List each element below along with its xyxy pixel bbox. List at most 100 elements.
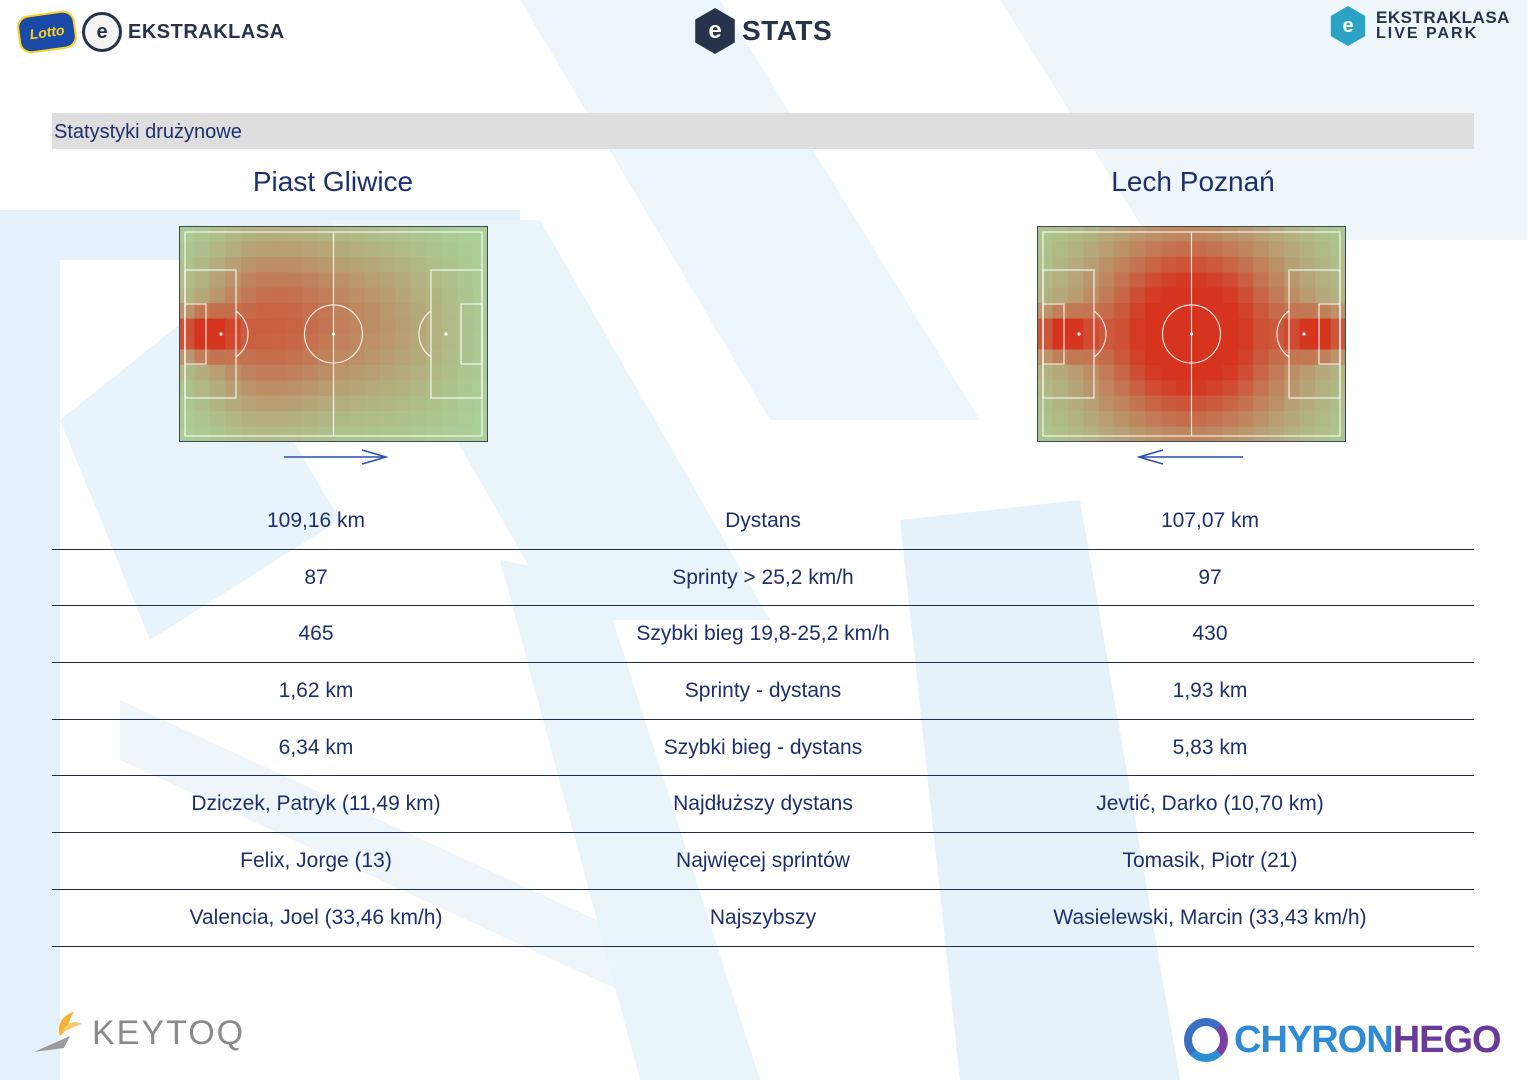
heatmap-cell bbox=[1222, 426, 1239, 443]
heatmap-cell bbox=[318, 256, 334, 273]
heatmap-cell bbox=[441, 226, 458, 242]
heatmap-cell bbox=[209, 334, 226, 350]
heatmap-cell bbox=[457, 364, 474, 381]
heatmap-cell bbox=[472, 226, 489, 242]
heatmap-cell bbox=[1284, 241, 1301, 258]
heatmap-cell bbox=[1299, 226, 1316, 242]
heatmap-cell bbox=[1237, 349, 1254, 366]
stat-row: 87 Sprinty > 25,2 km/h 97 bbox=[52, 550, 1474, 607]
heatmap-cell bbox=[333, 287, 350, 304]
heatmap-cell bbox=[1222, 364, 1239, 381]
heatmap-cell bbox=[1176, 364, 1192, 381]
heatmap-cell bbox=[1067, 334, 1084, 350]
stat-label: Sprinty - dystans bbox=[684, 678, 842, 702]
heatmap-cell bbox=[472, 349, 489, 366]
heatmap-cell bbox=[395, 349, 412, 366]
heatmap-cell bbox=[379, 380, 396, 397]
heatmap-cell bbox=[287, 334, 304, 350]
heatmap-cell bbox=[1206, 349, 1223, 366]
heatmap-cell bbox=[1253, 303, 1270, 320]
heatmap-cell bbox=[1237, 303, 1254, 320]
heatmap-cell bbox=[302, 256, 319, 273]
heatmap-cell bbox=[179, 380, 195, 397]
live-park-line1: EKSTRAKLASA bbox=[1376, 8, 1510, 27]
heatmap-cell bbox=[209, 426, 226, 443]
heatmap-cell bbox=[1191, 287, 1208, 304]
heatmap-cell bbox=[256, 380, 273, 397]
heatmap-cell bbox=[179, 287, 195, 304]
heatmap-cell bbox=[1037, 395, 1053, 412]
heatmap-cell bbox=[1284, 318, 1301, 335]
chyronhego-logo: CHYRONHEGO bbox=[1184, 1018, 1502, 1062]
heatmap-cell bbox=[194, 303, 211, 320]
heatmap-cell bbox=[1191, 272, 1208, 289]
heatmap-cell bbox=[194, 364, 211, 381]
heatmap-cell bbox=[410, 364, 427, 381]
heatmap-cell bbox=[1330, 380, 1347, 397]
heatmap-cell bbox=[1253, 256, 1270, 273]
heatmap-cell bbox=[1206, 364, 1223, 381]
heatmap-cell bbox=[364, 272, 381, 289]
heatmap-cell bbox=[240, 364, 257, 381]
heatmap-cell bbox=[1067, 287, 1084, 304]
heatmap-cell bbox=[271, 256, 288, 273]
heatmap-cell bbox=[1284, 364, 1301, 381]
heatmap-cell bbox=[194, 318, 211, 335]
heatmap-cell bbox=[426, 226, 443, 242]
heatmap-cell bbox=[395, 364, 412, 381]
heatmap-cell bbox=[1206, 256, 1223, 273]
heatmap-cell bbox=[1052, 256, 1069, 273]
heatmap-cell bbox=[1067, 349, 1084, 366]
heatmap-cell bbox=[1268, 380, 1285, 397]
heatmap-cell bbox=[364, 256, 381, 273]
heatmap-cell bbox=[1052, 334, 1069, 350]
heatmap-cell bbox=[1129, 256, 1146, 273]
heatmap-cell bbox=[1284, 411, 1301, 428]
heatmap-cell bbox=[1129, 287, 1146, 304]
pitch-spot bbox=[1077, 332, 1081, 336]
heatmap-cell bbox=[1268, 334, 1285, 350]
heatmap-cell bbox=[1145, 334, 1162, 350]
heatmap-cell bbox=[333, 364, 350, 381]
heatmap-cell bbox=[240, 334, 257, 350]
heatmap-cell bbox=[379, 272, 396, 289]
heatmap-cell bbox=[1160, 395, 1177, 412]
heatmap-cell bbox=[1098, 334, 1115, 350]
heatmap-cell bbox=[194, 287, 211, 304]
heatmap-cell bbox=[256, 303, 273, 320]
heatmap-cell bbox=[1253, 411, 1270, 428]
heatmap-cell bbox=[348, 272, 365, 289]
stat-right-value: Wasielewski, Marcin (33,43 km/h) bbox=[1053, 905, 1367, 929]
stat-label: Szybki bieg 19,8-25,2 km/h bbox=[636, 622, 890, 646]
heatmap-cell bbox=[1145, 395, 1162, 412]
heatmap-cell bbox=[1268, 411, 1285, 428]
stat-row: Valencia, Joel (33,46 km/h) Najszybszy W… bbox=[52, 890, 1474, 947]
heatmap-cell bbox=[1098, 287, 1115, 304]
heatmap-cell bbox=[1098, 380, 1115, 397]
heatmap-cell bbox=[1191, 256, 1208, 273]
heatmap-cell bbox=[1299, 318, 1316, 335]
heatmap-cell bbox=[348, 364, 365, 381]
heatmap-cell bbox=[271, 226, 288, 242]
heatmap-cell bbox=[256, 364, 273, 381]
heatmap-cell bbox=[179, 334, 195, 350]
heatmap-cell bbox=[1067, 272, 1084, 289]
heatmap-cell bbox=[1222, 287, 1239, 304]
heatmap-cell bbox=[1160, 272, 1177, 289]
stat-row: Felix, Jorge (13) Najwięcej sprintów Tom… bbox=[52, 833, 1474, 890]
heatmap-cell bbox=[240, 272, 257, 289]
heatmap-cell bbox=[1067, 411, 1084, 428]
heatmap-cell bbox=[348, 303, 365, 320]
heatmap-cell bbox=[256, 426, 273, 443]
heatmap-cell bbox=[410, 334, 427, 350]
heatmap-cell bbox=[1052, 349, 1069, 366]
heatmap-cell bbox=[1330, 395, 1347, 412]
heatmap-cell bbox=[1222, 303, 1239, 320]
heatmap-cell bbox=[472, 395, 489, 412]
stat-label: Najszybszy bbox=[709, 905, 817, 929]
heatmap-cell bbox=[1330, 334, 1347, 350]
stat-right-value: 97 bbox=[1198, 565, 1222, 589]
heatmap-cell bbox=[441, 364, 458, 381]
heatmap-cell bbox=[225, 349, 242, 366]
heatmap-cell bbox=[1253, 272, 1270, 289]
